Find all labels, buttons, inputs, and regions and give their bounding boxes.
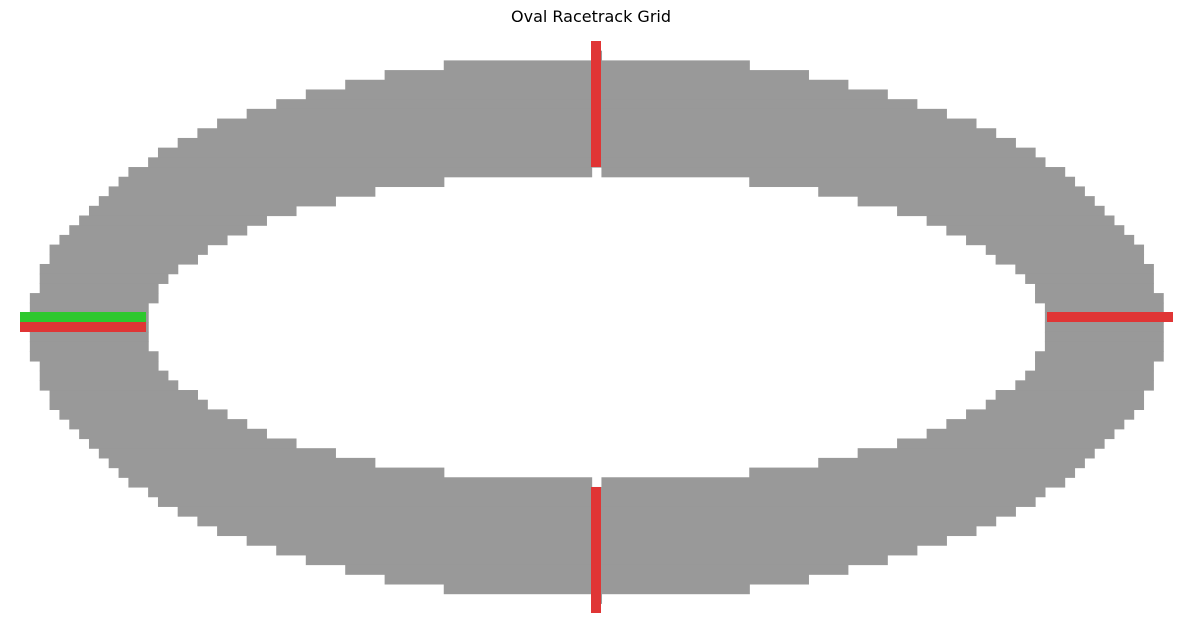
track-cell-run xyxy=(1035,351,1164,362)
checkpoint-line-bottom xyxy=(591,487,601,613)
track-cell-run xyxy=(88,205,297,217)
checkpoint-line-right xyxy=(1047,312,1173,322)
checkpoint-line-top xyxy=(591,41,601,167)
checkpoint-line-left xyxy=(20,322,146,332)
track-cell-run xyxy=(59,234,228,246)
track-cell-run xyxy=(601,477,1066,488)
track-cell-run xyxy=(818,186,1085,197)
track-cell-run xyxy=(29,331,149,343)
track-cell-run xyxy=(897,438,1105,449)
track-cell-run xyxy=(1044,322,1164,333)
track-cell-run xyxy=(1044,302,1164,314)
track-cell-run xyxy=(995,254,1145,265)
track-cell-run xyxy=(926,215,1115,226)
track-cell-run xyxy=(1035,360,1154,372)
track-cell-run xyxy=(749,467,1076,478)
track-cell-run xyxy=(39,360,159,372)
track-cell-run xyxy=(88,438,297,449)
track-cell-run xyxy=(946,225,1125,236)
track-cell-run xyxy=(985,399,1145,410)
track-cell-run xyxy=(818,457,1085,469)
track-cell-run xyxy=(29,341,149,352)
track-cell-run xyxy=(601,167,1066,178)
track-cell-run xyxy=(98,448,336,459)
track-cell-run xyxy=(1015,263,1154,275)
track-cell-run xyxy=(985,244,1145,255)
track-cell-run xyxy=(857,448,1095,459)
track-cell-run xyxy=(966,234,1135,246)
track-cell-run xyxy=(39,370,169,381)
track-cell-run xyxy=(49,244,208,255)
chart-title: Oval Racetrack Grid xyxy=(511,7,671,26)
track-cell-run xyxy=(39,283,159,294)
track-cell-run xyxy=(98,196,336,207)
track-cell-run xyxy=(897,205,1105,217)
track-cell-run xyxy=(857,196,1095,207)
track-cell-run xyxy=(39,380,179,391)
track-cell-run xyxy=(29,302,149,314)
track-cell-run xyxy=(29,293,159,304)
track-cell-run xyxy=(59,409,228,420)
track-cell-run xyxy=(39,273,169,284)
track-cell-run xyxy=(1025,273,1154,284)
track-cell-run xyxy=(49,254,198,265)
track-cell-run xyxy=(926,428,1115,440)
track-cell-run xyxy=(79,215,267,226)
track-cell-run xyxy=(1044,341,1164,352)
track-cell-run xyxy=(946,419,1125,430)
track-cell-run xyxy=(1015,380,1154,391)
track-cell-run xyxy=(128,167,593,178)
track-cell-run xyxy=(995,390,1145,401)
track-cell-run xyxy=(69,419,248,430)
track-cell-run xyxy=(69,225,248,236)
track-cell-run xyxy=(108,186,376,197)
track-cell-run xyxy=(1035,283,1154,294)
track-cell-run xyxy=(29,351,159,362)
track-cell-run xyxy=(1025,370,1154,381)
track-cell-run xyxy=(49,390,198,401)
start-line xyxy=(20,312,146,322)
track-cell-run xyxy=(39,263,179,275)
track-cell-run xyxy=(1044,331,1164,343)
track-cell-run xyxy=(749,176,1076,188)
track-cell-run xyxy=(118,176,445,188)
lines-layer xyxy=(20,41,1173,613)
track-cell-run xyxy=(1035,293,1164,304)
track-cell-run xyxy=(108,457,376,469)
track-cell-run xyxy=(128,477,593,488)
track-cell-run xyxy=(49,399,208,410)
track-cell-run xyxy=(118,467,445,478)
track-cell-run xyxy=(966,409,1135,420)
track-cell-run xyxy=(79,428,267,440)
